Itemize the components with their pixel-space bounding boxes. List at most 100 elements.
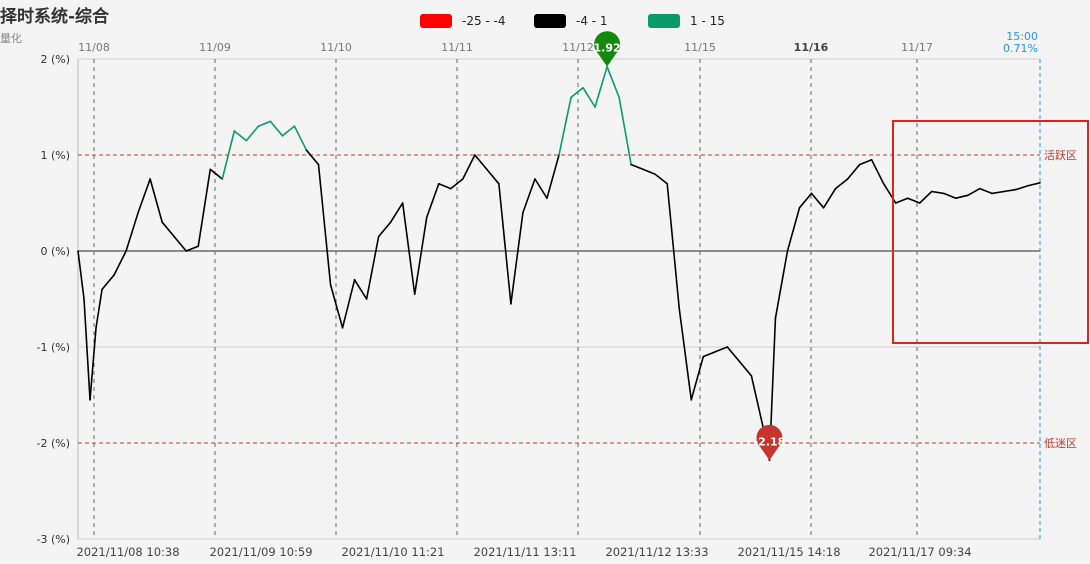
- series-segment: [534, 178, 548, 199]
- series-segment: [101, 274, 115, 291]
- top-date-label: 11/09: [199, 41, 231, 54]
- series-segment: [594, 65, 608, 108]
- legend-swatch-black: [534, 14, 566, 28]
- series-segment: [858, 159, 873, 166]
- y-tick-label: -1 (%): [37, 341, 71, 354]
- end-value-label: 0.71%: [1003, 42, 1038, 55]
- top-date-label: 11/08: [78, 41, 110, 54]
- series-segment: [257, 120, 272, 127]
- bottom-time-label: 2021/11/11 13:11: [473, 545, 576, 559]
- series-segment: [1015, 184, 1029, 191]
- min-marker-label: -2.18: [754, 435, 786, 448]
- series-segment: [810, 192, 825, 209]
- series-segment: [161, 221, 175, 238]
- legend-label-red: -25 - -4: [462, 14, 506, 28]
- series-segment: [678, 307, 693, 401]
- series-segment: [522, 178, 536, 214]
- series-segment: [498, 183, 512, 305]
- series-segment: [221, 130, 236, 180]
- series-segment: [437, 183, 452, 190]
- series-segment: [329, 283, 344, 329]
- series-segment: [449, 178, 464, 190]
- legend: -25 - -4 -4 - 1 1 - 15: [420, 14, 762, 28]
- series-segment: [606, 65, 620, 99]
- series-segment: [95, 288, 103, 329]
- top-date-label: 11/12: [562, 41, 594, 54]
- series-segment: [774, 250, 789, 320]
- series-segment: [281, 125, 296, 137]
- y-tick-label: -2 (%): [37, 437, 71, 450]
- series-segment: [269, 120, 284, 137]
- series-segment: [822, 187, 837, 209]
- series-segment: [305, 149, 320, 166]
- series-segment: [233, 130, 248, 142]
- legend-label-black: -4 - 1: [576, 14, 608, 28]
- min-marker-pin: [756, 424, 783, 461]
- series-segment: [618, 96, 632, 166]
- series-segment: [714, 346, 729, 353]
- y-tick-label: -3 (%): [37, 533, 71, 546]
- series-segment: [702, 350, 717, 358]
- series-segment: [197, 168, 212, 247]
- series-segment: [89, 326, 97, 401]
- series-segment: [726, 346, 741, 363]
- series-segment: [546, 154, 560, 199]
- series-segment: [846, 163, 861, 180]
- series-segment: [918, 190, 933, 204]
- legend-item-green[interactable]: 1 - 15: [648, 14, 754, 28]
- series-segment: [137, 178, 151, 214]
- bottom-time-label: 2021/11/12 13:33: [605, 545, 708, 559]
- y-tick-label: 0 (%): [40, 245, 70, 258]
- series-segment: [83, 298, 91, 401]
- max-marker-pin: [594, 31, 621, 67]
- series-segment: [461, 154, 476, 180]
- series-segment: [558, 96, 572, 156]
- series-segment: [353, 278, 368, 300]
- series-segment: [389, 202, 404, 223]
- dull-zone-label: 低迷区: [1044, 437, 1077, 450]
- series-segment: [209, 168, 224, 180]
- top-date-label: 11/15: [684, 41, 716, 54]
- bottom-time-label: 2021/11/15 14:18: [737, 545, 840, 559]
- chart-subtitle: 量化: [0, 32, 22, 45]
- y-tick-label: 2 (%): [40, 53, 70, 66]
- series-segment: [401, 202, 416, 296]
- top-date-label: 11/17: [901, 41, 933, 54]
- top-date-label: 11/10: [320, 41, 352, 54]
- series-segment: [245, 125, 260, 142]
- series-segment: [377, 221, 392, 238]
- series-segment: [474, 154, 488, 171]
- end-time-label: 15:00: [1006, 30, 1038, 43]
- bottom-time-label: 2021/11/10 11:21: [341, 545, 444, 559]
- series-segment: [125, 211, 139, 252]
- legend-item-black[interactable]: -4 - 1: [534, 14, 640, 28]
- series-segment: [798, 192, 813, 209]
- series-segment: [870, 159, 885, 185]
- series-segment: [666, 183, 681, 310]
- series-segment: [690, 355, 705, 401]
- series-segment: [955, 194, 969, 199]
- series-segment: [942, 192, 957, 199]
- top-date-label: 11/16: [794, 41, 829, 54]
- series-segment: [317, 163, 332, 286]
- series-segment: [834, 178, 849, 190]
- series-segment: [654, 173, 669, 185]
- series-segment: [77, 250, 85, 300]
- series-segment: [894, 197, 909, 204]
- series-segment: [173, 235, 188, 252]
- series-segment: [341, 278, 356, 329]
- series-segment: [413, 216, 428, 296]
- series-segment: [750, 374, 765, 430]
- max-marker-label: 1.92: [594, 42, 621, 55]
- legend-label-green: 1 - 15: [690, 14, 725, 28]
- series-segment: [425, 183, 440, 219]
- series-segment: [630, 163, 644, 171]
- series-segment: [510, 211, 524, 305]
- top-date-label: 11/11: [441, 41, 473, 54]
- bottom-time-label: 2021/11/17 09:34: [868, 545, 971, 559]
- legend-item-red[interactable]: -25 - -4: [420, 14, 526, 28]
- series-segment: [149, 178, 163, 223]
- bottom-time-label: 2021/11/08 10:38: [76, 545, 179, 559]
